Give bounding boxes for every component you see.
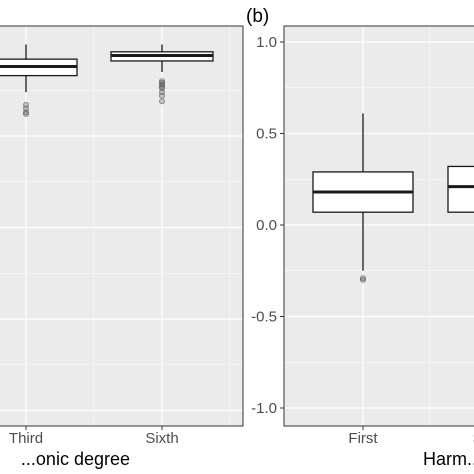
outlier-point: [22, 109, 29, 116]
outlier-point: [158, 92, 165, 99]
x-tick-label: Third: [9, 430, 43, 447]
x-tick-label: Second: [473, 430, 474, 447]
panel-b-x-axis-title: Harm...: [423, 449, 474, 469]
y-tick-label: -1.0: [251, 400, 277, 417]
panel-a-x-axis-title: ...onic degree: [21, 449, 130, 469]
box-third: [0, 44, 78, 118]
y-tick-label: 0.0: [256, 217, 277, 234]
panel-a-background: [0, 26, 243, 426]
x-tick-label: First: [348, 430, 378, 447]
outlier-point: [22, 111, 29, 118]
panel-b-y-ticks: 1.0 0.5 0.0 -0.5 -1.0: [251, 34, 284, 417]
y-tick-label: 0.5: [256, 126, 277, 143]
panel-a-x-ticks: Third Sixth: [9, 426, 179, 447]
y-tick-label: -0.5: [251, 309, 277, 326]
panel-b: (b) 1.0 0.5 0.0 -0.5 -1.0 First Second Harm..…: [246, 6, 474, 469]
panel-a-boxes: [0, 44, 214, 118]
box-second: [447, 165, 474, 213]
panel-a: Third Sixth ...onic degree: [0, 25, 244, 469]
box-first: [312, 113, 414, 283]
outlier-point: [158, 98, 165, 105]
iqr-box: [447, 165, 474, 213]
y-tick-label: 1.0: [256, 34, 277, 51]
box-sixth: [110, 44, 214, 105]
x-tick-label: Sixth: [145, 430, 178, 447]
panel-a-border: [0, 25, 244, 427]
panel-a-grid: [0, 26, 243, 426]
panel-b-border: [283, 25, 474, 427]
panel-b-boxes: [312, 113, 474, 283]
outlier-point: [359, 276, 366, 283]
panel-b-x-ticks: First Second: [348, 426, 474, 447]
panel-b-tag: (b): [246, 6, 269, 27]
panel-b-background: [284, 26, 474, 426]
outlier-point: [359, 275, 366, 282]
